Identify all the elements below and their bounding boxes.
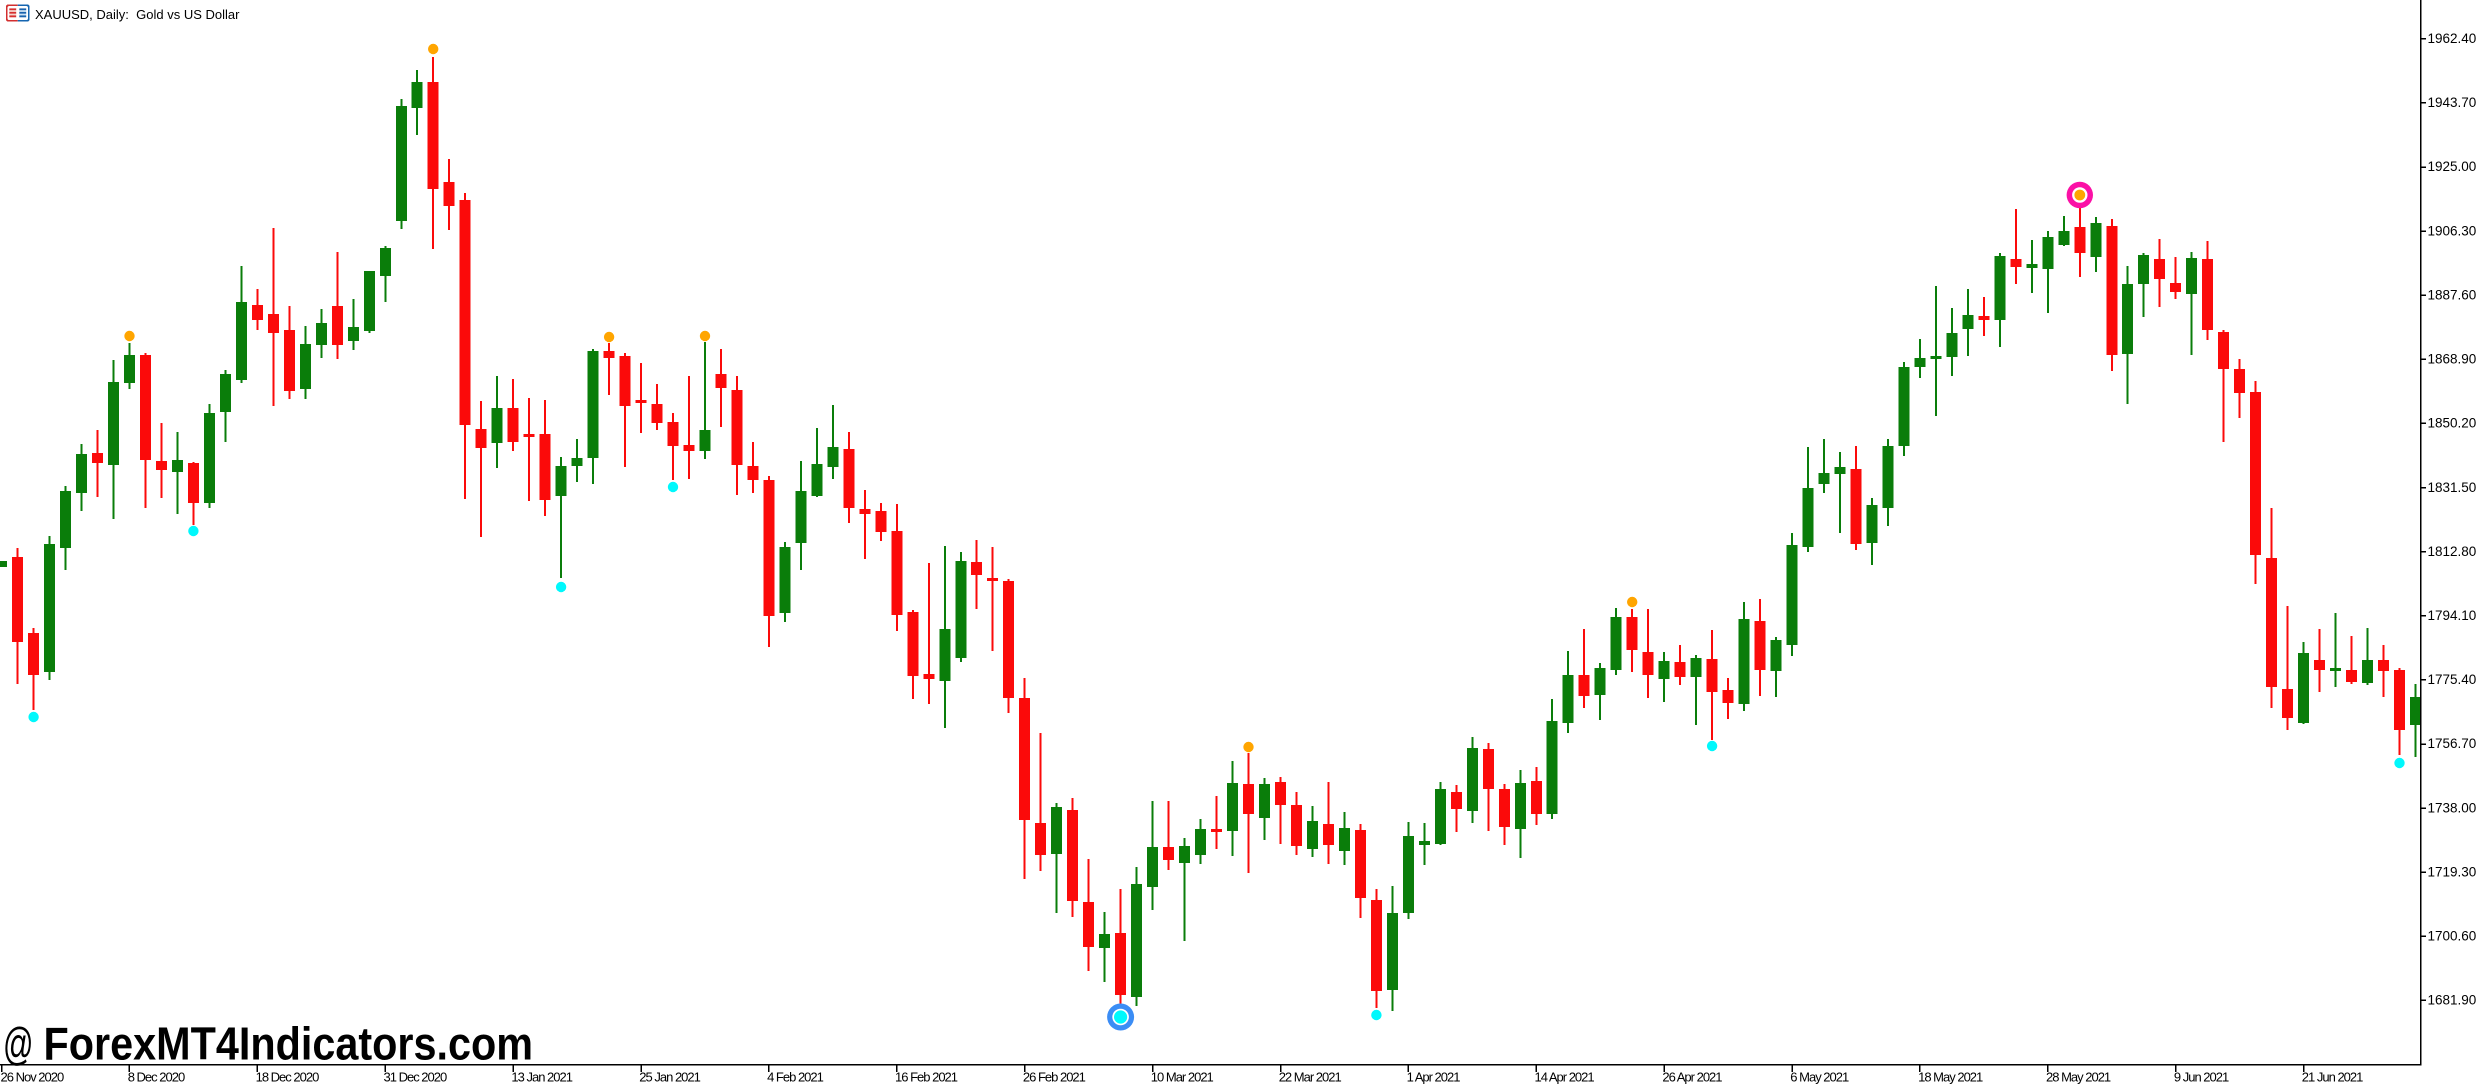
svg-text:8 Dec 2020: 8 Dec 2020 [128, 1070, 185, 1085]
svg-text:26 Nov 2020: 26 Nov 2020 [1, 1070, 64, 1085]
svg-text:13 Jan 2021: 13 Jan 2021 [511, 1070, 572, 1085]
svg-text:21 Jun 2021: 21 Jun 2021 [2302, 1070, 2363, 1085]
svg-text:31 Dec 2020: 31 Dec 2020 [384, 1070, 447, 1085]
svg-text:26 Feb 2021: 26 Feb 2021 [1023, 1070, 1086, 1085]
svg-text:18 Dec 2020: 18 Dec 2020 [256, 1070, 319, 1085]
svg-text:1719.30: 1719.30 [2428, 865, 2477, 880]
svg-text:1794.10: 1794.10 [2428, 608, 2477, 623]
svg-text:1681.90: 1681.90 [2428, 993, 2477, 1008]
svg-text:1831.50: 1831.50 [2428, 480, 2477, 495]
svg-text:10 Mar 2021: 10 Mar 2021 [1151, 1070, 1214, 1085]
svg-text:1812.80: 1812.80 [2428, 544, 2477, 559]
svg-text:4 Feb 2021: 4 Feb 2021 [767, 1070, 824, 1085]
svg-text:1868.90: 1868.90 [2428, 352, 2477, 367]
svg-text:18 May 2021: 18 May 2021 [1918, 1070, 1983, 1085]
svg-text:1756.70: 1756.70 [2428, 736, 2477, 751]
svg-text:25 Jan 2021: 25 Jan 2021 [639, 1070, 700, 1085]
svg-text:@: @ [3, 1019, 34, 1070]
svg-text:ForexMT4Indicators.com: ForexMT4Indicators.com [44, 1018, 534, 1070]
svg-text:9 Jun 2021: 9 Jun 2021 [2174, 1070, 2229, 1085]
svg-text:1 Apr 2021: 1 Apr 2021 [1407, 1070, 1461, 1085]
svg-text:1925.00: 1925.00 [2428, 159, 2477, 174]
svg-text:6 May 2021: 6 May 2021 [1790, 1070, 1849, 1085]
svg-text:14 Apr 2021: 14 Apr 2021 [1535, 1070, 1595, 1085]
svg-text:1738.00: 1738.00 [2428, 800, 2477, 815]
svg-text:16 Feb 2021: 16 Feb 2021 [895, 1070, 958, 1085]
svg-text:1775.40: 1775.40 [2428, 672, 2477, 687]
svg-text:1887.60: 1887.60 [2428, 288, 2477, 303]
svg-text:XAUUSD, Daily: Gold vs US Dol: XAUUSD, Daily: Gold vs US Dollar [35, 7, 240, 22]
svg-text:28 May 2021: 28 May 2021 [2046, 1070, 2111, 1085]
svg-text:26 Apr 2021: 26 Apr 2021 [1662, 1070, 1722, 1085]
svg-text:22 Mar 2021: 22 Mar 2021 [1279, 1070, 1342, 1085]
svg-text:1943.70: 1943.70 [2428, 95, 2477, 110]
svg-text:1906.30: 1906.30 [2428, 223, 2477, 238]
svg-text:1850.20: 1850.20 [2428, 416, 2477, 431]
svg-text:1700.60: 1700.60 [2428, 929, 2477, 944]
svg-text:1962.40: 1962.40 [2428, 31, 2477, 46]
